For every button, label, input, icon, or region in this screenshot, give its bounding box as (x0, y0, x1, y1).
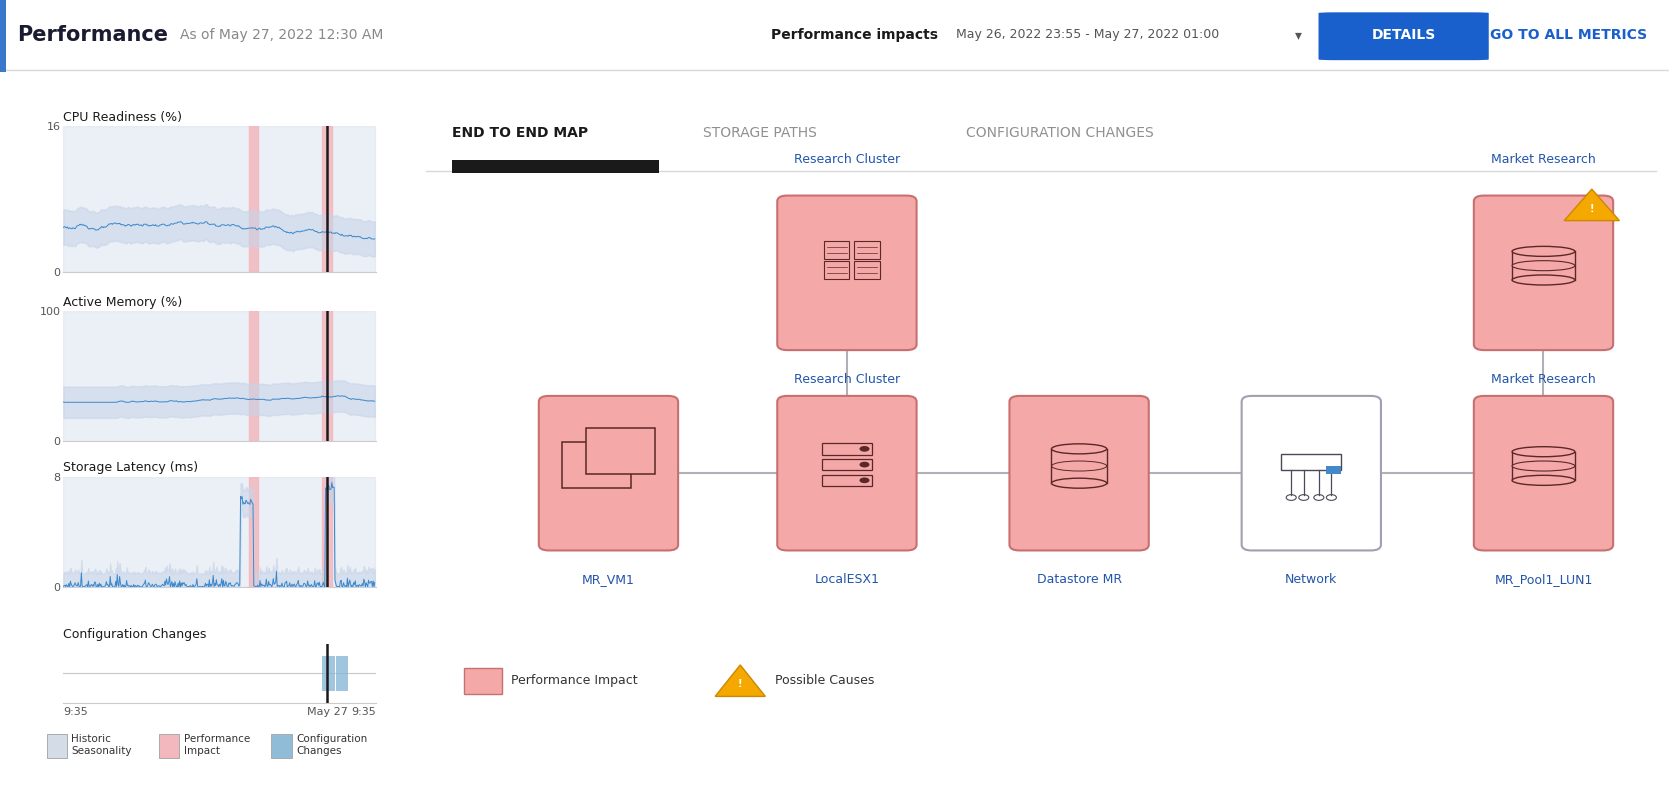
FancyBboxPatch shape (1010, 396, 1148, 551)
Text: GO TO ALL METRICS: GO TO ALL METRICS (1490, 28, 1647, 42)
Text: Performance Impact: Performance Impact (511, 675, 638, 687)
Bar (1051, 452, 1107, 485)
Text: Performance impacts: Performance impacts (771, 28, 938, 42)
Ellipse shape (1512, 461, 1576, 471)
Bar (249, 126, 259, 272)
FancyBboxPatch shape (778, 396, 916, 551)
Bar (47, 734, 67, 757)
Bar (249, 477, 259, 587)
Bar (452, 160, 659, 173)
Text: Historic
Seasonality: Historic Seasonality (72, 734, 132, 756)
Bar (322, 656, 335, 691)
Text: Market Research: Market Research (1490, 153, 1596, 165)
Ellipse shape (1512, 475, 1576, 485)
Text: !: ! (738, 678, 743, 689)
Bar (821, 474, 871, 486)
Polygon shape (1564, 189, 1619, 221)
Text: Possible Causes: Possible Causes (776, 675, 875, 687)
Text: LocalESX1: LocalESX1 (814, 574, 880, 586)
Text: 9:35: 9:35 (63, 707, 88, 717)
Text: May 27: May 27 (307, 707, 347, 717)
FancyBboxPatch shape (586, 428, 656, 474)
Text: Network: Network (1285, 574, 1337, 586)
Bar (821, 443, 871, 455)
Circle shape (860, 446, 870, 452)
FancyBboxPatch shape (539, 396, 678, 551)
Text: !: ! (1589, 204, 1594, 214)
FancyBboxPatch shape (1474, 195, 1614, 350)
Bar (322, 126, 332, 272)
Bar (335, 656, 349, 691)
Ellipse shape (1512, 275, 1576, 285)
Text: ▾: ▾ (1295, 28, 1302, 42)
Text: Configuration Changes: Configuration Changes (63, 628, 207, 641)
FancyBboxPatch shape (1319, 13, 1489, 60)
Text: MR_VM1: MR_VM1 (582, 574, 634, 586)
Ellipse shape (1512, 447, 1576, 457)
Text: May 26, 2022 23:55 - May 27, 2022 01:00: May 26, 2022 23:55 - May 27, 2022 01:00 (956, 28, 1220, 41)
Text: Market Research: Market Research (1490, 373, 1596, 386)
Text: CPU Readiness (%): CPU Readiness (%) (63, 110, 190, 124)
Bar (1512, 452, 1576, 481)
Bar (1282, 454, 1342, 470)
Text: CONFIGURATION CHANGES: CONFIGURATION CHANGES (966, 126, 1153, 140)
Bar (0, 0, 7, 72)
Text: Performance: Performance (17, 24, 167, 45)
Text: Research Cluster: Research Cluster (794, 153, 900, 165)
Polygon shape (714, 665, 766, 697)
FancyBboxPatch shape (1242, 396, 1380, 551)
Bar (272, 734, 292, 757)
Bar (824, 262, 850, 279)
Ellipse shape (1051, 444, 1107, 454)
Text: MR_Pool1_LUN1: MR_Pool1_LUN1 (1494, 574, 1592, 586)
Text: DETAILS: DETAILS (1372, 28, 1435, 42)
Bar (1512, 251, 1576, 280)
Bar (322, 477, 332, 587)
Text: Storage Latency (ms): Storage Latency (ms) (63, 461, 199, 474)
Bar (855, 241, 880, 258)
Circle shape (860, 462, 870, 467)
Text: Performance
Impact: Performance Impact (184, 734, 250, 756)
Text: 9:35: 9:35 (350, 707, 376, 717)
Circle shape (860, 478, 870, 483)
Text: Datastore MR: Datastore MR (1036, 574, 1122, 586)
Bar (464, 667, 502, 693)
Ellipse shape (1512, 261, 1576, 271)
FancyBboxPatch shape (562, 442, 631, 488)
Bar (322, 311, 332, 441)
FancyBboxPatch shape (778, 195, 916, 350)
Bar (821, 459, 871, 470)
Text: Research Cluster: Research Cluster (794, 373, 900, 386)
Bar (855, 262, 880, 279)
Bar (249, 311, 259, 441)
Bar (1327, 466, 1342, 474)
Ellipse shape (1051, 478, 1107, 489)
Text: i: i (235, 115, 239, 125)
Bar (159, 734, 179, 757)
Text: Active Memory (%): Active Memory (%) (63, 296, 182, 309)
Ellipse shape (1512, 247, 1576, 256)
Text: END TO END MAP: END TO END MAP (452, 126, 587, 140)
Text: As of May 27, 2022 12:30 AM: As of May 27, 2022 12:30 AM (180, 28, 384, 42)
Bar (824, 241, 850, 258)
Text: STORAGE PATHS: STORAGE PATHS (703, 126, 816, 140)
FancyBboxPatch shape (1474, 396, 1614, 551)
Text: Configuration
Changes: Configuration Changes (295, 734, 367, 756)
